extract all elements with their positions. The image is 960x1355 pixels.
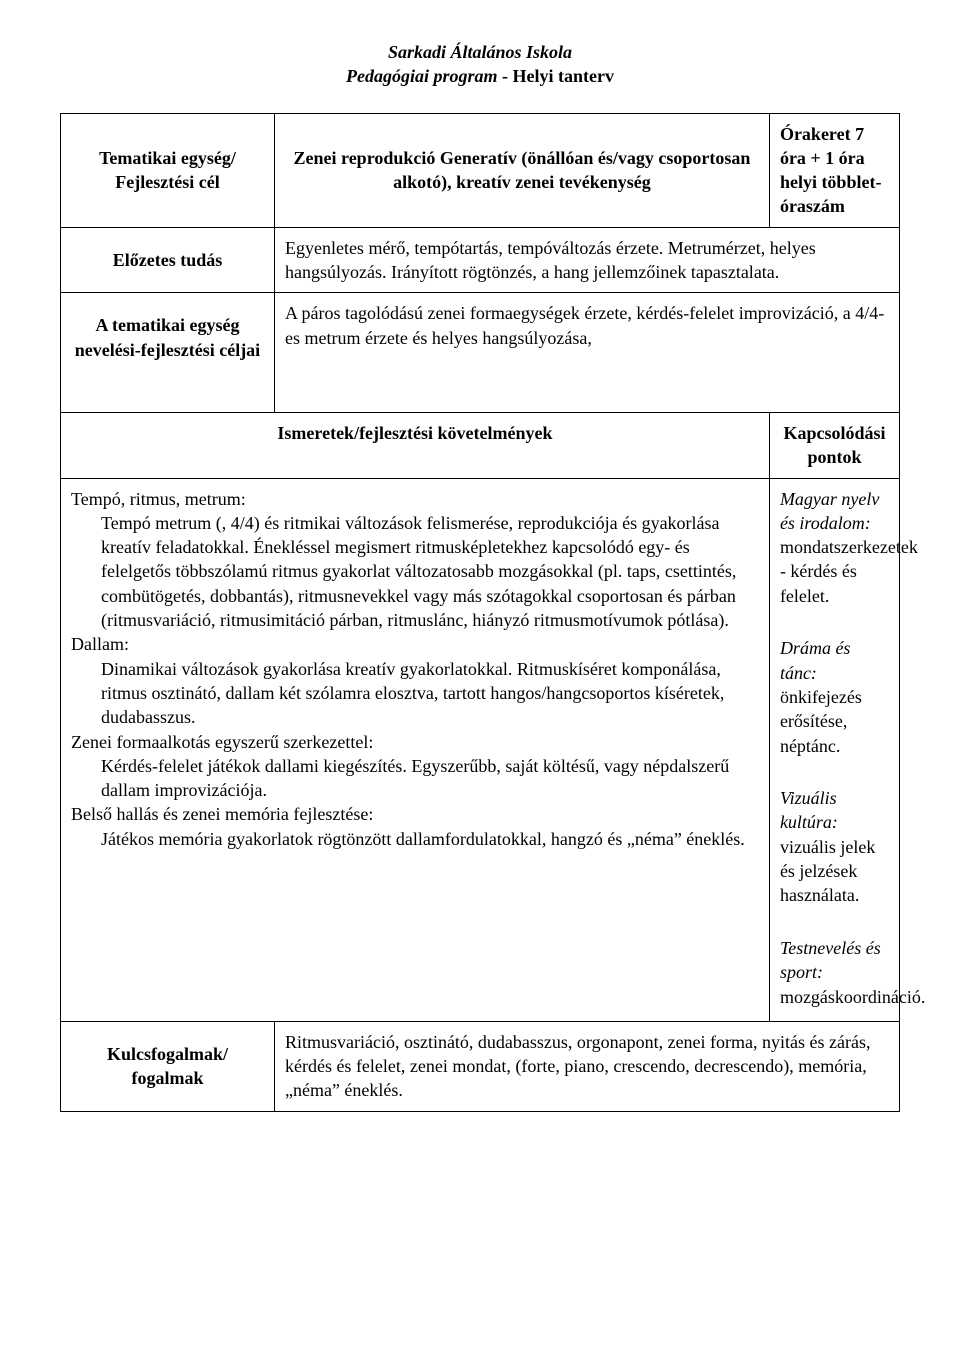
table-row: Kulcsfogalmak/ fogalmak Ritmusvariáció, … — [61, 1021, 900, 1111]
doc-header-line1: Sarkadi Általános Iskola — [60, 40, 900, 64]
conn-drama-txt: önkifejezés erősítése, néptánc. — [780, 687, 862, 756]
req-tempo-body: Tempó metrum (, 4/4) és ritmikai változá… — [101, 511, 759, 632]
conn-magyar-it: Magyar nyelv és irodalom: — [780, 489, 879, 533]
cell-thematic-unit-title: Zenei reprodukció Generatív (önállóan és… — [274, 113, 769, 227]
doc-header-line2: Pedagógiai program - Helyi tanterv — [60, 64, 900, 88]
conn-vizualis-txt: vizuális jelek és jelzések használata. — [780, 837, 875, 906]
req-dallam-head: Dallam: — [71, 632, 759, 656]
cell-prior-knowledge-text: Egyenletes mérő, tempótartás, tempóválto… — [274, 227, 899, 293]
doc-header-line2-bold: Helyi tanterv — [513, 66, 614, 86]
conn-testneveles-it: Testnevelés és sport: — [780, 938, 881, 982]
conn-testneveles: Testnevelés és sport: mozgáskoordináció. — [780, 936, 889, 1009]
doc-header-line2-italic: Pedagógiai program — [346, 66, 498, 86]
conn-vizualis: Vizuális kultúra: vizuális jelek és jelz… — [780, 786, 889, 907]
table-row: Tempó, ritmus, metrum: Tempó metrum (, 4… — [61, 478, 900, 1021]
cell-development-goals-label: A tematikai egység nevelési-fejlesztési … — [61, 293, 275, 413]
table-row: Ismeretek/fejlesztési követelmények Kapc… — [61, 412, 900, 478]
req-forma-body: Kérdés-felelet játékok dallami kiegészít… — [101, 754, 759, 803]
cell-requirements-header: Ismeretek/fejlesztési követelmények — [61, 412, 770, 478]
cell-connections-body: Magyar nyelv és irodalom: mondatszerkeze… — [769, 478, 899, 1021]
table-row: Tematikai egység/ Fejlesztési cél Zenei … — [61, 113, 900, 227]
req-hallas-head: Belső hallás és zenei memória fejlesztés… — [71, 802, 759, 826]
conn-drama-it: Dráma és tánc: — [780, 638, 851, 682]
table-row: A tematikai egység nevelési-fejlesztési … — [61, 293, 900, 413]
cell-time-frame: Órakeret 7 óra + 1 óra helyi többlet-óra… — [769, 113, 899, 227]
conn-magyar: Magyar nyelv és irodalom: mondatszerkeze… — [780, 487, 889, 608]
cell-keywords-text: Ritmusvariáció, osztinátó, dudabasszus, … — [274, 1021, 899, 1111]
req-dallam-body: Dinamikai változások gyakorlása kreatív … — [101, 657, 759, 730]
cell-development-goals-text: A páros tagolódású zenei formaegységek é… — [274, 293, 899, 413]
doc-header-line2-dash: - — [498, 66, 513, 86]
cell-prior-knowledge-label: Előzetes tudás — [61, 227, 275, 293]
conn-magyar-txt: mondatszerkezetek - kérdés és felelet. — [780, 537, 918, 606]
req-tempo-head: Tempó, ritmus, metrum: — [71, 487, 759, 511]
cell-thematic-unit-label: Tematikai egység/ Fejlesztési cél — [61, 113, 275, 227]
conn-drama: Dráma és tánc: önkifejezés erősítése, né… — [780, 636, 889, 757]
req-forma-head: Zenei formaalkotás egyszerű szerkezettel… — [71, 730, 759, 754]
cell-connections-header: Kapcsolódási pontok — [769, 412, 899, 478]
conn-testneveles-txt: mozgáskoordináció. — [780, 987, 925, 1007]
curriculum-table: Tematikai egység/ Fejlesztési cél Zenei … — [60, 113, 900, 1112]
cell-keywords-label: Kulcsfogalmak/ fogalmak — [61, 1021, 275, 1111]
cell-requirements-body: Tempó, ritmus, metrum: Tempó metrum (, 4… — [61, 478, 770, 1021]
table-row: Előzetes tudás Egyenletes mérő, tempótar… — [61, 227, 900, 293]
req-hallas-body: Játékos memória gyakorlatok rögtönzött d… — [101, 827, 759, 851]
conn-vizualis-it: Vizuális kultúra: — [780, 788, 838, 832]
